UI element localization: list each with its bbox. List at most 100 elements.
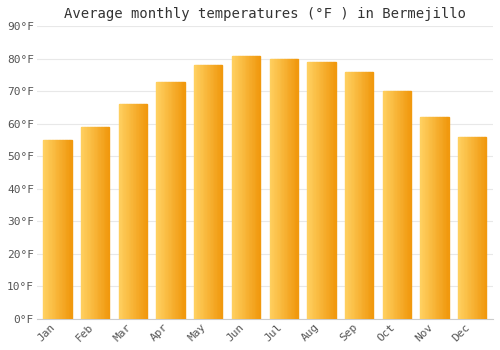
Bar [170,82,172,319]
Bar [130,104,132,319]
Bar [402,91,404,319]
Bar [471,137,472,319]
Bar [194,65,196,319]
Bar [210,65,211,319]
Bar [424,117,426,319]
Bar [133,104,134,319]
Bar [232,56,260,319]
Bar [291,59,292,319]
Bar [398,91,400,319]
Bar [352,72,354,319]
Bar [50,140,52,319]
Bar [220,65,221,319]
Bar [280,59,281,319]
Bar [249,56,250,319]
Bar [308,62,310,319]
Bar [92,127,94,319]
Bar [369,72,370,319]
Bar [146,104,147,319]
Bar [127,104,128,319]
Bar [232,56,234,319]
Bar [322,62,323,319]
Bar [64,140,66,319]
Bar [476,137,478,319]
Bar [118,104,120,319]
Bar [248,56,249,319]
Bar [316,62,317,319]
Bar [372,72,374,319]
Bar [481,137,482,319]
Bar [468,137,469,319]
Bar [69,140,70,319]
Bar [296,59,298,319]
Bar [290,59,291,319]
Bar [346,72,348,319]
Bar [370,72,372,319]
Bar [382,91,384,319]
Bar [313,62,314,319]
Bar [206,65,207,319]
Bar [250,56,252,319]
Bar [294,59,295,319]
Bar [474,137,475,319]
Bar [134,104,136,319]
Bar [144,104,146,319]
Bar [84,127,86,319]
Bar [197,65,198,319]
Bar [365,72,366,319]
Bar [480,137,481,319]
Bar [345,72,374,319]
Bar [356,72,358,319]
Bar [410,91,411,319]
Bar [128,104,130,319]
Bar [458,137,460,319]
Bar [272,59,274,319]
Bar [138,104,140,319]
Bar [404,91,406,319]
Bar [436,117,438,319]
Bar [326,62,327,319]
Bar [68,140,69,319]
Bar [118,104,147,319]
Bar [44,140,72,319]
Bar [62,140,63,319]
Bar [400,91,401,319]
Bar [464,137,465,319]
Bar [201,65,202,319]
Bar [82,127,84,319]
Bar [102,127,104,319]
Bar [88,127,90,319]
Bar [132,104,133,319]
Bar [323,62,324,319]
Bar [100,127,101,319]
Bar [458,137,486,319]
Bar [350,72,352,319]
Bar [105,127,106,319]
Bar [169,82,170,319]
Bar [460,137,461,319]
Bar [333,62,334,319]
Bar [401,91,402,319]
Bar [384,91,386,319]
Bar [485,137,486,319]
Bar [334,62,336,319]
Bar [200,65,201,319]
Bar [332,62,333,319]
Bar [60,140,62,319]
Bar [156,82,158,319]
Bar [207,65,208,319]
Bar [443,117,444,319]
Bar [54,140,56,319]
Bar [386,91,387,319]
Bar [162,82,164,319]
Bar [212,65,214,319]
Bar [246,56,248,319]
Bar [95,127,96,319]
Bar [320,62,322,319]
Bar [86,127,88,319]
Bar [202,65,204,319]
Bar [276,59,278,319]
Bar [461,137,462,319]
Bar [254,56,256,319]
Bar [81,127,82,319]
